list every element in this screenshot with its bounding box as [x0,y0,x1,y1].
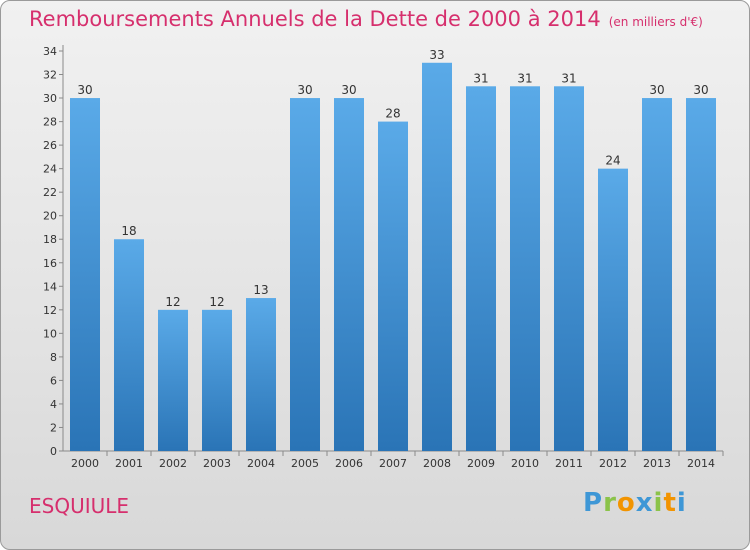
data-label: 30 [693,83,708,97]
y-tick-label: 32 [43,69,57,82]
x-tick-label: 2011 [555,457,583,470]
bar [554,86,584,451]
logo-letter: P [583,488,604,518]
y-tick-label: 34 [43,45,57,58]
data-label: 30 [297,83,312,97]
data-label: 13 [253,283,268,297]
data-label: 24 [605,154,620,168]
x-tick-label: 2012 [599,457,627,470]
data-label: 31 [517,71,532,85]
y-tick-label: 16 [43,257,57,270]
data-label: 30 [341,83,356,97]
y-tick-label: 18 [43,233,57,246]
data-label: 30 [649,83,664,97]
chart-bars [70,62,716,452]
logo-letter: o [616,488,636,518]
chart-title-text: Remboursements Annuels de la Dette de 20… [29,7,601,31]
y-tick-label: 20 [43,210,57,223]
data-label: 30 [77,83,92,97]
bar [422,62,452,451]
data-label: 28 [385,107,400,121]
bar [70,98,100,451]
logo-letter: i [653,488,664,518]
y-tick-label: 6 [50,374,57,387]
logo-letter: x [635,488,654,518]
bar [598,168,628,451]
chart-title: Remboursements Annuels de la Dette de 20… [29,7,703,31]
y-tick-label: 4 [50,398,57,411]
x-tick-label: 2006 [335,457,363,470]
x-tick-label: 2002 [159,457,187,470]
data-label: 12 [165,295,180,309]
x-tick-label: 2003 [203,457,231,470]
bar [378,121,408,452]
y-tick-label: 24 [43,163,57,176]
y-tick-label: 2 [50,421,57,434]
chart-unit: (en milliers d'€) [608,15,703,29]
x-tick-label: 2004 [247,457,275,470]
logo-letter: i [676,488,687,518]
logo-letter: r [603,488,617,518]
x-tick-label: 2013 [643,457,671,470]
x-tick-label: 2000 [71,457,99,470]
y-tick-label: 26 [43,139,57,152]
bar [334,98,364,451]
y-tick-label: 28 [43,116,57,129]
bar [686,98,716,451]
y-tick-label: 10 [43,327,57,340]
data-label: 18 [121,224,136,238]
y-tick-label: 30 [43,92,57,105]
logo-letter: t [663,488,677,518]
bar [642,98,672,451]
y-tick-label: 0 [50,445,57,458]
bar [114,239,144,451]
data-label: 12 [209,295,224,309]
bar [246,298,276,451]
x-tick-label: 2010 [511,457,539,470]
x-tick-label: 2014 [687,457,715,470]
bar [158,309,188,451]
proxiti-logo: Proxiti [583,488,687,518]
y-tick-label: 22 [43,186,57,199]
x-tick-label: 2005 [291,457,319,470]
chart-data-labels: 30 18 12 12 13 30 30 28 33 31 31 31 24 30 30 [77,48,708,309]
x-tick-label: 2008 [423,457,451,470]
data-label: 31 [473,71,488,85]
x-tick-label: 2001 [115,457,143,470]
y-tick-label: 12 [43,304,57,317]
data-label: 31 [561,71,576,85]
data-label: 33 [429,48,444,62]
bar [202,309,232,451]
bar [466,86,496,451]
x-tick-label: 2009 [467,457,495,470]
bar [290,98,320,451]
x-tick-label: 2007 [379,457,407,470]
bar [510,86,540,451]
y-tick-label: 8 [50,351,57,364]
commune-name: ESQUIULE [29,494,130,518]
y-tick-label: 14 [43,280,57,293]
